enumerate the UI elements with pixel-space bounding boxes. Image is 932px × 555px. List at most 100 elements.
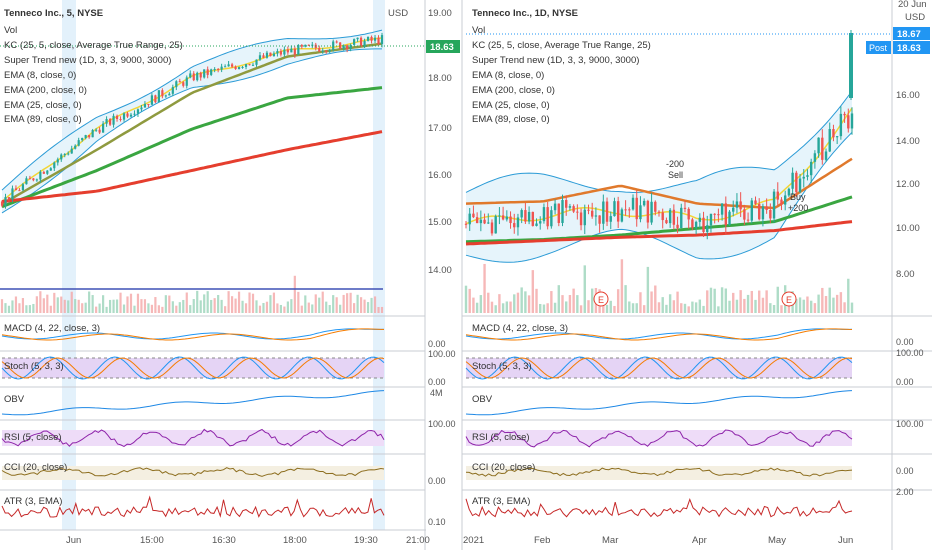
volume-bar bbox=[472, 297, 475, 313]
candle-body bbox=[182, 82, 185, 86]
volume-bar bbox=[687, 306, 690, 313]
volume-bar bbox=[35, 296, 38, 313]
right-pane-tick: 100.00 bbox=[896, 419, 924, 429]
volume-bar bbox=[531, 270, 535, 313]
left-legend-item: Super Trend new (1D, 3, 3, 9000, 3000) bbox=[4, 55, 171, 66]
volume-bar bbox=[126, 296, 129, 313]
volume-bar bbox=[746, 294, 750, 313]
left-symbol-title: Tenneco Inc., 5, NYSE bbox=[4, 8, 103, 19]
volume-bar bbox=[119, 292, 122, 313]
candle-body bbox=[821, 137, 824, 160]
right-pane-tick: 0.00 bbox=[896, 466, 914, 476]
right-time-axis[interactable]: 2021 Feb Mar Apr May Jun bbox=[463, 535, 853, 546]
candle-body bbox=[143, 103, 147, 108]
volume-bar bbox=[279, 304, 282, 313]
candle-body bbox=[206, 69, 209, 75]
left-legend[interactable]: Tenneco Inc., 5, NYSE Vol KC (25, 5, clo… bbox=[4, 8, 183, 125]
left-price-axis[interactable]: USD 19.00 18.00 17.00 16.00 15.00 14.00 bbox=[388, 8, 452, 276]
candle-body bbox=[77, 140, 80, 146]
candle-body bbox=[709, 213, 713, 226]
candle-body bbox=[706, 225, 709, 233]
rsi-line bbox=[465, 429, 853, 448]
stoch-k bbox=[465, 356, 853, 380]
candle-body bbox=[650, 201, 653, 223]
volume-bar bbox=[620, 259, 624, 313]
candle-body bbox=[244, 64, 248, 67]
candle-body bbox=[108, 119, 112, 125]
candle-body bbox=[168, 93, 171, 96]
candle-body bbox=[839, 113, 843, 137]
right-chart[interactable] bbox=[461, 0, 932, 550]
right-legend[interactable]: Tenneco Inc., 1D, NYSE Vol KC (25, 5, cl… bbox=[472, 8, 651, 125]
volume-bar bbox=[657, 302, 661, 313]
candle-body bbox=[828, 129, 831, 152]
volume-bar bbox=[95, 306, 98, 313]
candle-body bbox=[286, 49, 289, 53]
left-time-axis[interactable]: Jun 15:00 16:30 18:00 19:30 21:00 bbox=[66, 535, 430, 546]
volume-bar bbox=[583, 265, 586, 313]
candle-body bbox=[487, 222, 490, 224]
volume-bar bbox=[129, 293, 133, 313]
right-legend-item: EMA (89, close, 0) bbox=[472, 114, 550, 125]
left-legend-item: KC (25, 5, close, Average True Range, 25… bbox=[4, 40, 183, 51]
candle-body bbox=[258, 55, 262, 60]
volume-bar bbox=[217, 294, 220, 313]
volume-bar bbox=[605, 304, 609, 313]
volume-bar bbox=[342, 294, 345, 313]
right-price-axis[interactable]: 20 Jun USD 16.00 14.00 12.00 10.00 8.00 bbox=[896, 0, 927, 280]
left-pane-label: RSI (5, close) bbox=[4, 432, 62, 443]
candle-body bbox=[147, 103, 150, 105]
earnings-marker[interactable] bbox=[781, 291, 797, 307]
candle-body bbox=[620, 209, 624, 222]
candle-body bbox=[531, 211, 535, 226]
candle-body bbox=[63, 153, 66, 155]
right-legend-item: EMA (200, close, 0) bbox=[472, 85, 555, 96]
earnings-markers[interactable]: E E bbox=[593, 291, 797, 307]
stoch-k bbox=[1, 356, 385, 380]
atr-line bbox=[1, 495, 385, 518]
left-price-tick: 17.00 bbox=[428, 123, 452, 134]
candle-body bbox=[297, 45, 300, 55]
earnings-marker[interactable] bbox=[593, 291, 609, 307]
volume-bar bbox=[237, 291, 241, 313]
volume-bar bbox=[11, 300, 14, 313]
volume-bar bbox=[136, 293, 140, 313]
candle-body bbox=[307, 44, 310, 46]
volume-bar bbox=[550, 291, 553, 313]
candle-body bbox=[795, 172, 798, 193]
volume-bar bbox=[314, 294, 317, 313]
candle-body bbox=[576, 211, 579, 213]
candle-body bbox=[676, 224, 679, 229]
left-pane-label: Stoch (5, 3, 3) bbox=[4, 361, 64, 372]
candle-body bbox=[251, 64, 255, 66]
candle-body bbox=[178, 81, 181, 83]
volume-bar bbox=[828, 287, 831, 313]
volume-bar bbox=[527, 295, 531, 313]
right-pane-tick: 0.00 bbox=[896, 337, 914, 347]
candle-body bbox=[501, 215, 505, 220]
candle-body bbox=[702, 217, 705, 233]
buy-label: Buy bbox=[790, 192, 806, 202]
candle-body bbox=[91, 130, 94, 138]
candle-body bbox=[213, 69, 216, 71]
volume-bar bbox=[835, 294, 839, 313]
volume-bar bbox=[628, 301, 631, 313]
candle-body bbox=[265, 52, 269, 58]
right-symbol-title: Tenneco Inc., 1D, NYSE bbox=[472, 8, 578, 19]
candle-body bbox=[498, 215, 501, 217]
candle-body bbox=[605, 201, 609, 222]
candle-body bbox=[154, 95, 157, 103]
volume-bar bbox=[772, 304, 776, 313]
right-pane-tick: 2.00 bbox=[896, 487, 914, 497]
candle-body bbox=[157, 90, 160, 103]
volume-bar bbox=[192, 299, 195, 313]
volume-bar bbox=[81, 303, 84, 313]
volume-bar bbox=[468, 288, 471, 313]
left-currency-label: USD bbox=[388, 8, 408, 19]
volume-bar bbox=[377, 306, 380, 313]
volume-bar bbox=[108, 299, 112, 313]
volume-bar bbox=[668, 294, 672, 313]
candle-body bbox=[806, 175, 809, 177]
